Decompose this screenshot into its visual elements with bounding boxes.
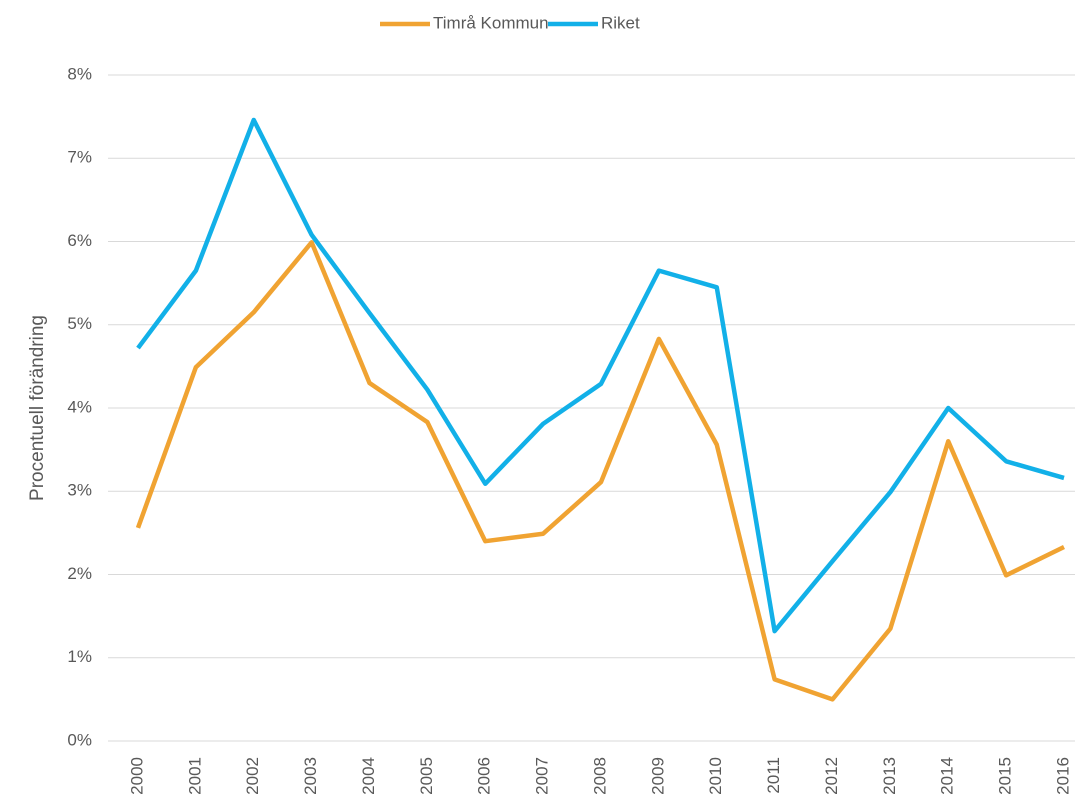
y-tick-label: 0% — [67, 730, 92, 749]
x-tick-label: 2002 — [243, 757, 262, 795]
legend-label: Riket — [601, 13, 640, 32]
x-tick-label: 2004 — [359, 757, 378, 795]
x-tick-label: 2005 — [417, 757, 436, 795]
y-tick-label: 6% — [67, 231, 92, 250]
x-tick-label: 2014 — [938, 757, 957, 795]
x-tick-label: 2015 — [996, 757, 1015, 795]
line-series — [136, 117, 1065, 634]
x-tick-label: 2011 — [764, 757, 783, 794]
x-tick-label: 2010 — [706, 757, 725, 795]
x-tick-label: 2000 — [127, 757, 146, 795]
y-tick-label: 8% — [67, 64, 92, 83]
x-tick-label: 2001 — [185, 757, 204, 795]
x-tick-label: 2008 — [590, 757, 609, 795]
y-tick-label: 2% — [67, 564, 92, 583]
x-tick-label: 2006 — [475, 757, 494, 795]
x-tick-label: 2007 — [533, 757, 552, 795]
line-series — [135, 240, 1065, 702]
x-tick-label: 2013 — [880, 757, 899, 795]
y-tick-label: 3% — [67, 481, 92, 500]
y-axis-label: Procentuell förändring — [27, 315, 48, 501]
x-tick-label: 2016 — [1053, 757, 1072, 795]
x-tick-label: 2003 — [301, 757, 320, 795]
y-tick-label: 5% — [67, 314, 92, 333]
y-tick-label: 4% — [67, 397, 92, 416]
y-tick-label: 1% — [67, 647, 92, 666]
x-tick-label: 2012 — [822, 757, 841, 795]
legend-label: Timrå Kommun — [433, 13, 549, 32]
x-tick-label: 2009 — [648, 757, 667, 795]
y-tick-label: 7% — [67, 148, 92, 167]
